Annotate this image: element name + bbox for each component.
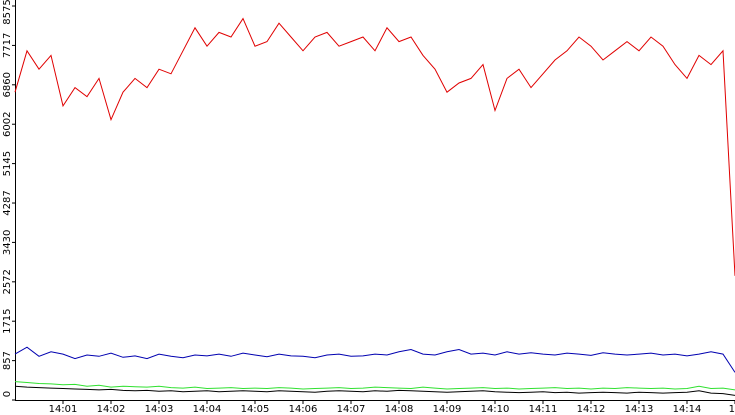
x-tick-label: 14:02 (97, 404, 126, 415)
x-tick-label: 14:05 (241, 404, 270, 415)
y-tick-label: 3430 (2, 230, 13, 255)
y-tick-label: 4287 (2, 190, 13, 215)
x-tick-label: 14:12 (577, 404, 606, 415)
y-tick-label: 5145 (2, 151, 13, 176)
x-tick-label: 14:04 (193, 404, 222, 415)
series-line (14, 385, 735, 396)
y-tick-label: 8575 (2, 0, 13, 25)
x-tick-label: 14:09 (433, 404, 462, 415)
x-tick-label: 14 (729, 404, 735, 415)
x-tick-label: 14:14 (673, 404, 702, 415)
y-tick-label: 2572 (2, 269, 13, 294)
x-tick-label: 14:03 (145, 404, 174, 415)
y-tick-label: 6002 (2, 111, 13, 136)
x-tick-label: 14:08 (385, 404, 414, 415)
series-line (14, 346, 735, 373)
y-tick-label: 857 (2, 351, 13, 370)
x-tick-label: 14:11 (529, 404, 558, 415)
series-line (14, 17, 735, 276)
x-tick-label: 14:06 (289, 404, 318, 415)
x-tick-label: 14:07 (337, 404, 366, 415)
y-tick-label: 6860 (2, 72, 13, 97)
y-tick-label: 7717 (2, 33, 13, 58)
series-line (14, 381, 735, 391)
x-tick-label: 14:10 (481, 404, 510, 415)
x-tick-label: 14:13 (625, 404, 654, 415)
y-tick-label: 0 (2, 391, 13, 397)
x-tick-label: 14:01 (49, 404, 78, 415)
y-tick-label: 1715 (2, 308, 13, 333)
